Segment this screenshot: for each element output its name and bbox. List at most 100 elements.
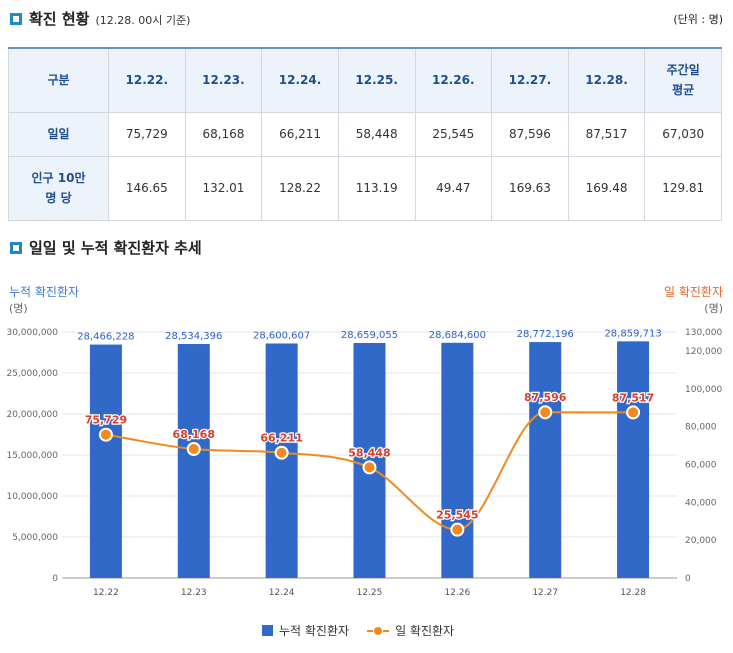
line-data-label: 58,448 <box>348 446 390 459</box>
right-axis-tick-label: 120,000 <box>685 347 722 357</box>
table-cell: 68,168 <box>184 111 263 157</box>
right-axis-tick-label: 80,000 <box>685 423 717 433</box>
table-date-header: 12.24. <box>261 47 339 113</box>
line-data-label: 68,168 <box>173 428 215 441</box>
x-axis-tick-label: 12.25 <box>357 588 383 598</box>
bar-cumulative <box>529 342 562 578</box>
line-point-daily <box>98 427 113 442</box>
x-axis-tick-label: 12.23 <box>181 588 207 598</box>
table-cell: 169.48 <box>567 155 646 221</box>
table-cell: 87,517 <box>567 111 646 157</box>
bar-data-label: 28,859,713 <box>604 328 661 339</box>
right-axis-tick-label: 40,000 <box>685 498 717 508</box>
line-point-daily <box>362 460 377 475</box>
trend-section-title: 일일 및 누적 확진환자 추세 <box>29 239 202 257</box>
left-axis-title: 누적 확진환자 <box>9 285 80 299</box>
table-date-header: 12.26. <box>414 47 493 113</box>
bar-cumulative <box>89 344 122 578</box>
table-row: 인구 10만 명 당 146.65 132.01 128.22 113.19 4… <box>8 155 722 221</box>
left-axis-tick-label: 30,000,000 <box>6 328 58 338</box>
line-data-label: 87,596 <box>524 391 567 404</box>
table-cell: 169.63 <box>491 155 569 221</box>
line-point-daily <box>538 405 553 420</box>
bar-data-label: 28,772,196 <box>517 329 574 340</box>
table-cell: 66,211 <box>261 111 339 157</box>
chart-legend: 누적 확진환자 일 확진환자 <box>262 622 454 639</box>
right-axis-tick-label: 20,000 <box>685 536 717 546</box>
table-cell: 58,448 <box>337 111 416 157</box>
bar-data-label: 28,534,396 <box>165 331 222 342</box>
table-cell: 87,596 <box>491 111 569 157</box>
bar-data-label: 28,659,055 <box>341 330 398 341</box>
trend-chart: 0 5,000,000 10,000,000 15,000,000 20,000,000… <box>6 328 722 598</box>
status-section-header: 확진 현황 (12.28. 00시 기준) <box>10 8 190 29</box>
bar-cumulative <box>441 342 474 578</box>
left-axis-unit: (명) <box>9 302 28 315</box>
table-cell: 113.19 <box>337 155 416 221</box>
header-line: 명 당 <box>45 191 72 205</box>
bar-cumulative <box>617 341 650 578</box>
table-cell: 132.01 <box>184 155 263 221</box>
right-axis-unit: (명) <box>704 302 723 315</box>
left-axis-tick-label: 10,000,000 <box>6 492 58 502</box>
left-axis-tick-label: 5,000,000 <box>12 533 58 543</box>
table-date-header: 12.23. <box>184 47 263 113</box>
bar-cumulative <box>177 344 210 578</box>
confirmed-cases-table: 구분 12.22. 12.23. 12.24. 12.25. 12.26. 12… <box>8 47 722 221</box>
table-date-header: 12.22. <box>108 47 186 113</box>
x-axis-tick-label: 12.28 <box>620 588 646 598</box>
left-axis-tick-label: 15,000,000 <box>6 451 58 461</box>
table-cell: 75,729 <box>108 111 186 157</box>
status-section-subtitle: (12.28. 00시 기준) <box>95 14 191 27</box>
right-axis-tick-label: 100,000 <box>685 385 722 395</box>
row-header-daily: 일일 <box>8 111 109 157</box>
right-axis-tick-label: 130,000 <box>685 328 722 338</box>
left-axis-tick-label: 20,000,000 <box>6 410 58 420</box>
table-date-header: 12.25. <box>337 47 416 113</box>
x-axis-tick-label: 12.22 <box>93 588 119 598</box>
line-point-daily <box>274 445 289 460</box>
table-cell: 25,545 <box>414 111 493 157</box>
x-axis-tick-label: 12.24 <box>269 588 295 598</box>
left-axis-tick-label: 25,000,000 <box>6 369 58 379</box>
line-point-daily <box>186 442 201 457</box>
legend-label-daily: 일 확진환자 <box>395 624 455 638</box>
table-row: 일일 75,729 68,168 66,211 58,448 25,545 87… <box>8 111 722 157</box>
line-data-label: 66,211 <box>260 432 302 445</box>
legend-label-cumulative: 누적 확진환자 <box>279 624 350 638</box>
x-axis-tick-label: 12.26 <box>444 588 470 598</box>
table-cell: 67,030 <box>644 111 722 157</box>
line-data-label: 25,545 <box>436 509 478 522</box>
bar-data-label: 28,600,607 <box>253 330 310 341</box>
header-line: 주간일 <box>666 63 700 78</box>
table-date-header: 12.28. <box>567 47 646 113</box>
table-weekly-avg-header: 주간일 평균 <box>644 47 722 113</box>
unit-note: (단위 : 명) <box>673 13 723 26</box>
line-point-daily <box>626 405 641 420</box>
left-axis-tick-label: 0 <box>52 574 58 584</box>
header-line: 인구 10만 <box>31 171 86 185</box>
trend-section-header: 일일 및 누적 확진환자 추세 <box>10 237 202 258</box>
table-cell: 146.65 <box>108 155 186 221</box>
table-cell: 49.47 <box>414 155 493 221</box>
x-axis-tick-label: 12.27 <box>532 588 558 598</box>
table-cell: 128.22 <box>261 155 339 221</box>
table-cell: 129.81 <box>644 155 722 221</box>
line-data-label: 87,517 <box>612 391 654 404</box>
square-bullet-icon <box>10 242 22 254</box>
status-section-title: 확진 현황 <box>29 10 90 28</box>
table-date-header: 12.27. <box>491 47 569 113</box>
table-corner-header: 구분 <box>8 47 109 113</box>
legend-bar-swatch <box>262 625 273 636</box>
row-header-per-100k: 인구 10만 명 당 <box>8 155 109 221</box>
line-data-label: 75,729 <box>85 414 127 427</box>
bar-data-label: 28,684,600 <box>429 330 486 341</box>
bar-cumulative <box>265 343 298 578</box>
square-bullet-icon <box>10 13 22 25</box>
bar-data-label: 28,466,228 <box>77 332 134 343</box>
right-axis-tick-label: 0 <box>685 574 691 584</box>
right-axis-tick-label: 60,000 <box>685 460 717 470</box>
line-point-daily <box>450 522 465 537</box>
legend-line-swatch <box>367 625 390 637</box>
right-axis-title: 일 확진환자 <box>663 285 723 299</box>
